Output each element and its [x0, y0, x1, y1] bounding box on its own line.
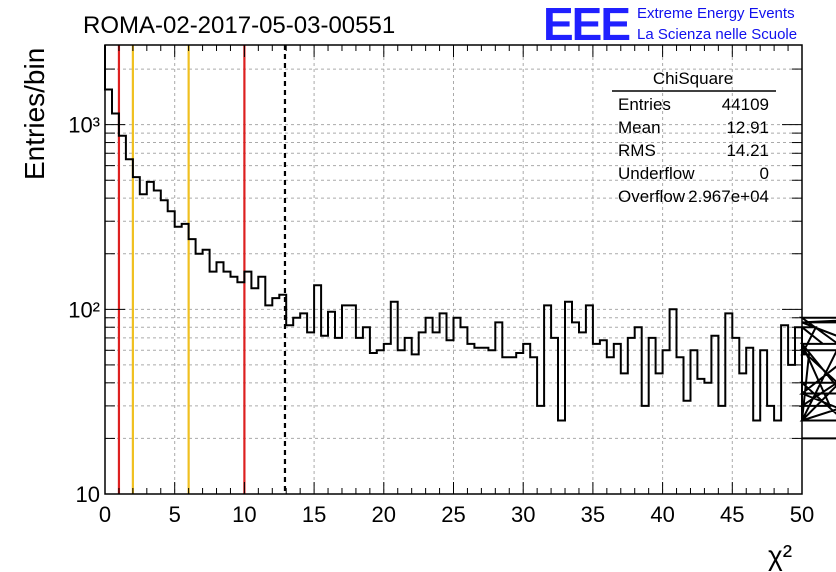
x-tick-label: 10	[232, 502, 256, 527]
x-tick-label: 0	[99, 502, 111, 527]
x-tick-labels: 0 5 10 15 20 25 30 35 40 45 50	[99, 502, 814, 527]
x-tick-label: 5	[169, 502, 181, 527]
x-tick-label: 30	[511, 502, 535, 527]
stats-entries-label: Entries	[618, 95, 671, 114]
stats-overflow-label: Overflow	[618, 187, 686, 206]
y-tick-labels: 10 10² 10³	[68, 113, 100, 507]
stats-box: ChiSquare Entries 44109 Mean 12.91 RMS 1…	[612, 69, 776, 206]
stats-rms-label: RMS	[618, 141, 656, 160]
logo-line-2: La Scienza nelle Scuole	[637, 26, 797, 43]
y-tick-label: 10²	[68, 297, 100, 322]
stats-overflow-value: 2.967e+04	[688, 187, 769, 206]
stats-underflow-label: Underflow	[618, 164, 695, 183]
histogram-series	[104, 45, 836, 440]
x-tick-label: 15	[302, 502, 326, 527]
y-tick-label: 10	[76, 482, 100, 507]
x-tick-label: 25	[441, 502, 465, 527]
logo-text: EEE	[543, 0, 629, 50]
x-tick-label: 35	[581, 502, 605, 527]
eee-logo: EEE Extreme Energy Events La Scienza nel…	[543, 0, 797, 50]
stats-mean-value: 12.91	[726, 118, 769, 137]
x-axis-label: χ²	[768, 540, 792, 571]
stats-entries-value: 44109	[722, 95, 769, 114]
y-tick-label: 10³	[68, 113, 100, 138]
x-tick-label: 45	[720, 502, 744, 527]
x-tick-label: 20	[372, 502, 396, 527]
stats-underflow-value: 0	[760, 164, 769, 183]
chart-title: ROMA-02-2017-05-03-00551	[83, 12, 395, 39]
logo-line-1: Extreme Energy Events	[637, 5, 795, 22]
x-tick-label: 50	[790, 502, 814, 527]
y-axis-label: Entries/bin	[19, 48, 50, 180]
x-tick-label: 40	[650, 502, 674, 527]
stats-title: ChiSquare	[653, 69, 733, 88]
axis-ticks	[104, 45, 803, 495]
stats-mean-label: Mean	[618, 118, 661, 137]
stats-rms-value: 14.21	[726, 141, 769, 160]
reference-lines	[117, 45, 287, 494]
